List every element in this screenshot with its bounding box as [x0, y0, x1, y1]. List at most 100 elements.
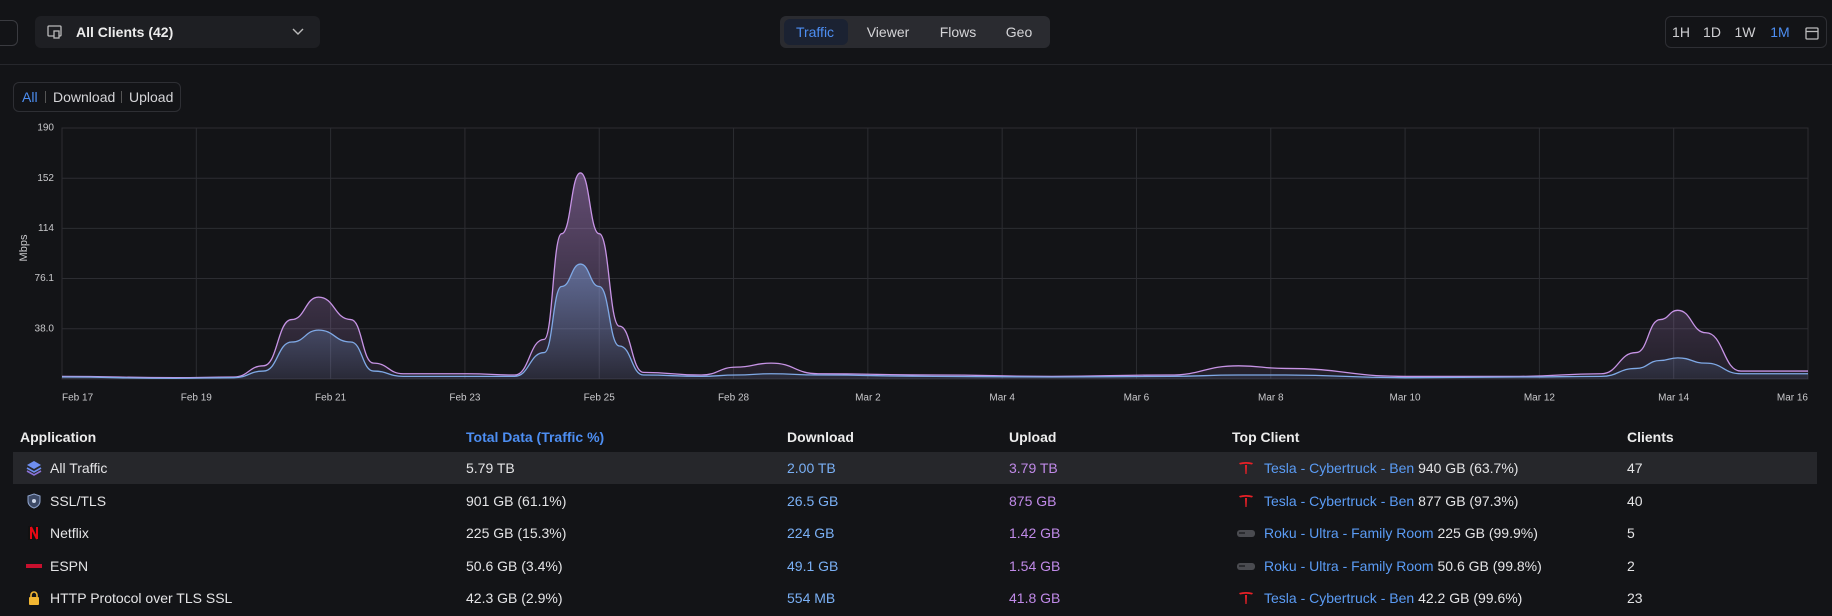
top-client: Tesla - Cybertruck - Ben 877 GB (97.3%) [1264, 492, 1518, 510]
client-name[interactable]: Tesla - Cybertruck - Ben [1264, 460, 1415, 476]
x-tick-label: Mar 6 [1124, 393, 1150, 404]
column-header[interactable]: Download [787, 429, 854, 445]
range-button[interactable]: 1M [1770, 24, 1790, 40]
application[interactable]: ESPN [50, 557, 89, 574]
application[interactable]: Netflix [50, 525, 89, 541]
application[interactable]: HTTP Protocol over TLS SSL [50, 590, 233, 606]
total-data: 50.6 GB (3.4%) [466, 557, 563, 574]
y-tick-label: 152 [37, 173, 54, 184]
clients: 40 [1627, 492, 1643, 509]
client-name[interactable]: Tesla - Cybertruck - Ben [1264, 590, 1415, 606]
app-icon [29, 591, 39, 605]
divider [0, 64, 1832, 65]
application[interactable]: All Traffic [50, 460, 108, 476]
client-usage: 42.2 GB (99.6%) [1418, 590, 1523, 606]
client-icon [1239, 494, 1253, 507]
x-tick-label: Feb 25 [584, 393, 616, 404]
area-line [61, 172, 1808, 379]
app-icon [26, 461, 42, 476]
chart: 38.0 76.1 114 152 190 Feb 17 Feb 19 Feb 21 Feb 2… [18, 123, 1809, 404]
client-icon [1239, 592, 1253, 604]
filter-button[interactable]: All [22, 89, 38, 105]
top-client: Tesla - Cybertruck - Ben 42.2 GB (99.6%) [1264, 589, 1522, 607]
column-header[interactable]: Upload [1009, 429, 1057, 445]
x-tick-label: Feb 28 [718, 393, 750, 404]
x-tick-label: Mar 2 [855, 393, 881, 404]
top-client: Tesla - Cybertruck - Ben 940 GB (63.7%) [1264, 459, 1518, 477]
top-client: Roku - Ultra - Family Room 225 GB (99.9%… [1264, 524, 1538, 542]
calendar-icon[interactable] [1805, 26, 1819, 40]
client-selector-label[interactable]: All Clients (42) [76, 24, 174, 40]
total-data: 901 GB (61.1%) [466, 492, 567, 509]
download: 554 MB [787, 590, 836, 606]
range-button[interactable]: 1D [1703, 24, 1721, 40]
x-tick-label: Mar 12 [1524, 393, 1556, 404]
column-header[interactable]: Total Data (Traffic %) [466, 429, 605, 445]
total-data: 225 GB (15.3%) [466, 525, 567, 541]
filter-button[interactable]: Upload [129, 89, 174, 105]
x-tick-label: Feb 19 [181, 393, 213, 404]
x-tick-label: Mar 10 [1390, 393, 1422, 404]
top-client: Roku - Ultra - Family Room 50.6 GB (99.8… [1264, 557, 1542, 575]
app-icon [27, 492, 41, 509]
view-tab[interactable]: Geo [1005, 24, 1033, 40]
client-usage: 940 GB (63.7%) [1418, 460, 1519, 476]
y-tick-label: 38.0 [35, 323, 55, 334]
clients: 23 [1627, 590, 1643, 606]
client-name[interactable]: Roku - Ultra - Family Room [1264, 525, 1434, 541]
active-tab-bg [784, 19, 848, 45]
x-tick-label: Mar 4 [989, 393, 1015, 404]
total-data: 42.3 GB (2.9%) [466, 590, 563, 606]
filter-button[interactable]: Download [53, 89, 116, 105]
range-button[interactable]: 1H [1672, 24, 1690, 40]
app-icon [26, 563, 42, 568]
area-line [61, 263, 1808, 379]
client-usage: 225 GB (99.9%) [1437, 525, 1538, 541]
x-tick-label: Feb 21 [315, 393, 347, 404]
download: 49.1 GB [787, 557, 839, 574]
column-header[interactable]: Clients [1627, 429, 1674, 445]
client-name[interactable]: Tesla - Cybertruck - Ben [1264, 492, 1415, 509]
upload: 1.54 GB [1009, 557, 1061, 574]
view-tab[interactable]: Traffic [795, 24, 835, 40]
x-tick-label: Feb 17 [62, 393, 94, 404]
x-tick-label: Mar 14 [1658, 393, 1690, 404]
upload: 875 GB [1009, 492, 1057, 509]
y-tick-label: 76.1 [35, 273, 55, 284]
total-data: 5.79 TB [466, 460, 515, 476]
range-button[interactable]: 1W [1734, 24, 1756, 40]
view-tab[interactable]: Flows [939, 24, 977, 40]
y-axis-label: Mbps [18, 234, 30, 261]
clients: 2 [1627, 557, 1635, 574]
column-header[interactable]: Top Client [1232, 429, 1300, 445]
client-icon [1237, 562, 1255, 570]
download: 26.5 GB [787, 492, 839, 509]
x-tick-label: Mar 8 [1258, 393, 1284, 404]
client-name[interactable]: Roku - Ultra - Family Room [1264, 557, 1434, 574]
view-tab[interactable]: Viewer [866, 24, 910, 40]
row-highlight [13, 452, 1817, 484]
client-usage: 50.6 GB (99.8%) [1437, 557, 1542, 574]
client-dropdown[interactable] [35, 16, 320, 48]
upload: 1.42 GB [1009, 525, 1061, 541]
client-usage: 877 GB (97.3%) [1418, 492, 1519, 509]
filter-separator [45, 91, 46, 103]
monitor-icon [47, 25, 62, 39]
y-tick-label: 114 [38, 223, 54, 234]
series-filter [13, 82, 181, 112]
filter-separator [121, 91, 122, 103]
x-tick-label: Feb 23 [449, 393, 481, 404]
upload: 41.8 GB [1009, 590, 1061, 606]
x-tick-label: Mar 16 [1777, 393, 1809, 404]
clients: 5 [1627, 525, 1635, 541]
sidebar-toggle[interactable] [0, 20, 18, 46]
upload: 3.79 TB [1009, 460, 1058, 476]
y-tick-label: 190 [37, 123, 54, 134]
column-header: Application [20, 429, 97, 445]
client-icon [1237, 530, 1255, 537]
chevron [292, 28, 304, 35]
range-group [1665, 16, 1827, 48]
app-icon [28, 526, 40, 540]
application[interactable]: SSL/TLS [50, 492, 107, 509]
